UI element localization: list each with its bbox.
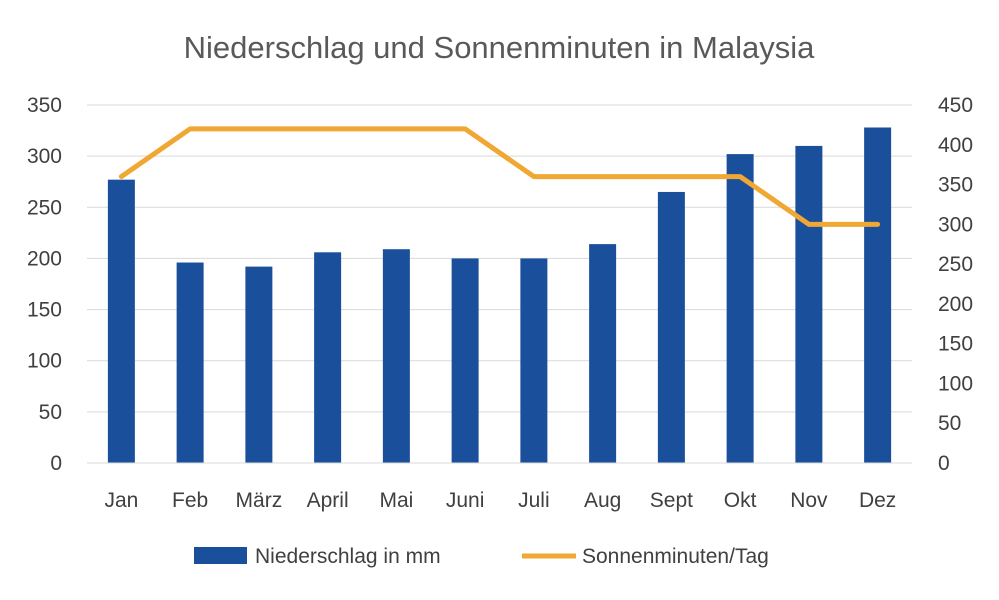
bar-series-niederschlag <box>107 127 892 463</box>
y-left-tick-label: 0 <box>50 452 62 475</box>
y-left-tick-label: 350 <box>27 94 62 117</box>
legend: Niederschlag in mm Sonnenminuten/Tag <box>194 545 769 568</box>
bar-jan <box>107 179 135 463</box>
bar-okt <box>726 154 754 463</box>
x-tick-label: Mai <box>379 489 413 512</box>
bar-nov <box>795 145 823 463</box>
x-tick-label: Okt <box>724 489 757 512</box>
y-right-tick-label: 300 <box>938 213 973 236</box>
x-tick-label: März <box>236 489 283 512</box>
legend-swatch-niederschlag <box>194 547 247 564</box>
y-left-tick-label: 300 <box>27 145 62 168</box>
x-tick-label: Juli <box>518 489 550 512</box>
y-left-tick-label: 200 <box>27 247 62 270</box>
x-tick-label: Aug <box>584 489 621 512</box>
y-left-tick-label: 50 <box>39 401 62 424</box>
x-tick-label: Feb <box>172 489 208 512</box>
bar-april <box>314 252 342 463</box>
y-right-tick-label: 450 <box>938 94 973 117</box>
y-left-tick-label: 100 <box>27 350 62 373</box>
x-tick-label: Sept <box>650 489 693 512</box>
x-tick-label: Jan <box>104 489 138 512</box>
y-right-tick-label: 250 <box>938 253 973 276</box>
line-path-sonnenminuten <box>118 126 881 227</box>
x-tick-label: April <box>307 489 349 512</box>
bar-aug <box>589 244 617 463</box>
x-tick-label: Dez <box>859 489 896 512</box>
y-left-tick-label: 150 <box>27 299 62 322</box>
y-right-tick-label: 100 <box>938 372 973 395</box>
bar-juni <box>451 258 479 463</box>
y-axis-left: 0 50 100 150 200 250 300 350 <box>27 94 62 475</box>
bar-sept <box>657 191 685 463</box>
y-right-tick-label: 150 <box>938 333 973 356</box>
y-left-tick-label: 250 <box>27 196 62 219</box>
y-right-tick-label: 350 <box>938 174 973 197</box>
bar-mai <box>382 249 410 463</box>
legend-label-niederschlag: Niederschlag in mm <box>255 545 441 568</box>
line-series-sonnenminuten <box>118 126 881 227</box>
bar-märz <box>245 266 273 463</box>
bar-juli <box>520 258 548 463</box>
x-tick-label: Juni <box>446 489 485 512</box>
gridlines <box>87 104 912 464</box>
y-right-tick-label: 400 <box>938 134 973 157</box>
chart-title: Niederschlag und Sonnenminuten in Malays… <box>184 30 815 65</box>
bar-dez <box>864 127 892 463</box>
x-tick-label: Nov <box>790 489 828 512</box>
bar-feb <box>176 262 204 463</box>
legend-label-sonnenminuten: Sonnenminuten/Tag <box>582 545 769 568</box>
x-axis: Jan Feb März April Mai Juni Juli Aug Sept Okt Nov D… <box>87 462 912 512</box>
y-right-tick-label: 0 <box>938 452 950 475</box>
y-axis-right: 0 50 100 150 200 250 300 350 400 450 <box>938 94 973 475</box>
y-right-tick-label: 200 <box>938 293 973 316</box>
y-right-tick-label: 50 <box>938 412 961 435</box>
